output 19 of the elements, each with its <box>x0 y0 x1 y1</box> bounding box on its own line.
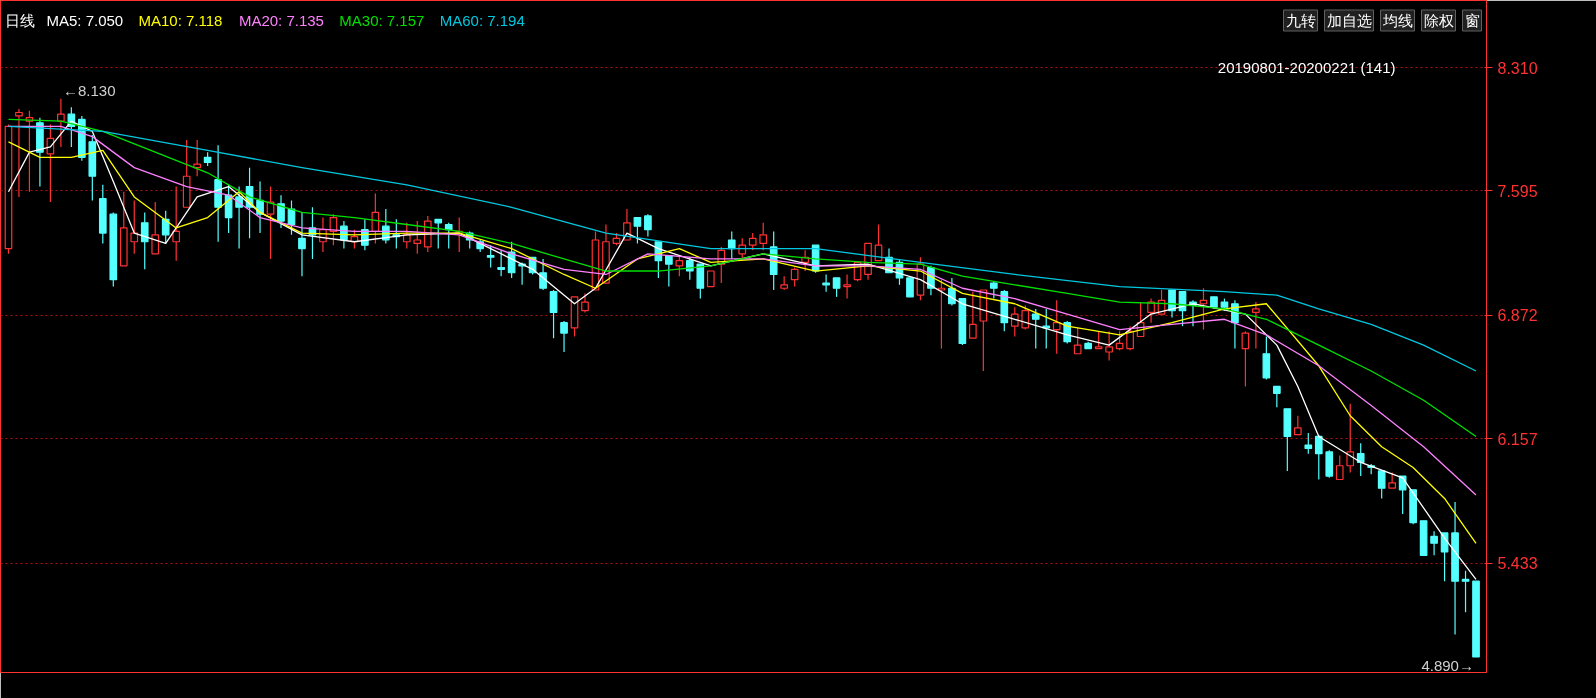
annotation: 4.890→ <box>1421 656 1474 674</box>
annotation: 均线 <box>1381 12 1413 29</box>
annotation: 九转 <box>1285 12 1316 29</box>
text: MA60: 7.194 <box>439 12 525 29</box>
y-tick-label: 6.157 <box>1497 430 1538 448</box>
annotation: 日线 <box>4 12 35 29</box>
text: MA5: 7.050 <box>46 12 124 29</box>
y-tick-label: 6.872 <box>1497 307 1538 325</box>
annotation: 窗 <box>1464 12 1480 29</box>
y-tick-label: 7.595 <box>1497 182 1538 200</box>
y-tick-label: 5.433 <box>1497 555 1538 573</box>
text: MA20: 7.135 <box>238 12 324 29</box>
y-tick-label: 8.310 <box>1497 59 1538 77</box>
text: MA10: 7.118 <box>138 12 223 29</box>
annotation: 加自选 <box>1326 12 1372 29</box>
annotation: 20190801-20200221 (141) <box>1217 59 1396 76</box>
annotation: ←8.130 <box>62 81 116 99</box>
text: MA30: 7.157 <box>339 12 425 29</box>
annotation: 除权 <box>1423 12 1454 29</box>
